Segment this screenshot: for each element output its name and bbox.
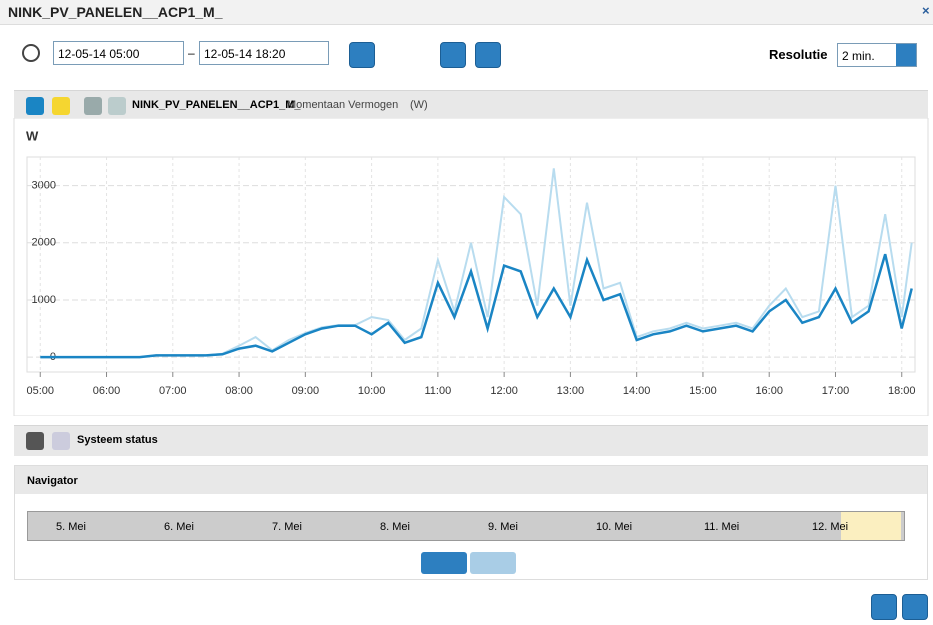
- date-from[interactable]: 12-05-14 05:00: [53, 41, 184, 65]
- navigator-date: 5. Mei: [56, 521, 86, 533]
- comment-button[interactable]: [84, 97, 102, 115]
- navigator-date: 12. Mei: [812, 521, 849, 533]
- y-tick-label: 1000: [32, 294, 56, 306]
- chart-background: [13, 118, 929, 416]
- navigator-date: 9. Mei: [488, 521, 518, 533]
- date-separator: –: [188, 46, 195, 60]
- y-tick-label: 3000: [32, 179, 56, 191]
- status-label: Systeem status: [77, 434, 158, 446]
- color-swatch[interactable]: [26, 97, 44, 115]
- navigator-selection[interactable]: [841, 512, 901, 540]
- status-header: Systeem status: [14, 425, 928, 456]
- series-measure: Momentaan Vermogen: [287, 99, 399, 111]
- series-name: NINK_PV_PANELEN__ACP1_M_: [132, 99, 301, 111]
- expand-button[interactable]: [421, 552, 467, 574]
- title-bar: NINK_PV_PANELEN__ACP1_M_ ×: [0, 0, 933, 25]
- zoom-out-button[interactable]: [475, 42, 501, 68]
- settings-button[interactable]: [108, 97, 126, 115]
- resolution-select[interactable]: 2 min.: [837, 43, 917, 67]
- visibility-toggle[interactable]: [52, 97, 70, 115]
- navigator-header: [15, 466, 927, 494]
- x-tick-label: 14:00: [623, 385, 651, 397]
- navigator-label: Navigator: [27, 475, 78, 487]
- navigator-date: 10. Mei: [596, 521, 633, 533]
- resolution-value: 2 min.: [842, 49, 875, 63]
- x-tick-label: 17:00: [822, 385, 850, 397]
- export-all-button[interactable]: [902, 594, 928, 620]
- x-tick-label: 15:00: [689, 385, 717, 397]
- select-arrow[interactable]: [896, 44, 916, 66]
- time-button[interactable]: [349, 42, 375, 68]
- x-tick-label: 12:00: [490, 385, 518, 397]
- date-to[interactable]: 12-05-14 18:20: [199, 41, 329, 65]
- series-line: [40, 253, 913, 359]
- navigator-date: 6. Mei: [164, 521, 194, 533]
- x-tick-label: 05:00: [26, 385, 54, 397]
- x-tick-label: 18:00: [888, 385, 916, 397]
- x-tick-label: 07:00: [159, 385, 187, 397]
- y-tick-label: 2000: [32, 237, 56, 249]
- resolution-label: Resolutie: [769, 47, 828, 62]
- status-swatch[interactable]: [26, 432, 44, 450]
- export-button[interactable]: [871, 594, 897, 620]
- navigator-panel: Navigator 5. Mei 6. Mei 7. Mei 8. Mei 9. Mei…: [14, 465, 928, 580]
- navigator-date: 7. Mei: [272, 521, 302, 533]
- shrink-button[interactable]: [470, 552, 516, 574]
- x-tick-label: 06:00: [93, 385, 121, 397]
- x-tick-label: 10:00: [358, 385, 386, 397]
- series-header: NINK_PV_PANELEN__ACP1_M_ Momentaan Vermo…: [14, 90, 928, 119]
- navigator-date: 11. Mei: [704, 521, 740, 533]
- close-button[interactable]: ×: [922, 3, 930, 18]
- navigator-date: 8. Mei: [380, 521, 410, 533]
- navigator-bar[interactable]: 5. Mei 6. Mei 7. Mei 8. Mei 9. Mei 10. Mei 11.…: [27, 511, 905, 541]
- status-visibility[interactable]: [52, 432, 70, 450]
- clock-icon: [22, 44, 40, 62]
- zoom-in-button[interactable]: [440, 42, 466, 68]
- x-tick-label: 09:00: [292, 385, 320, 397]
- x-tick-label: 16:00: [755, 385, 783, 397]
- x-tick-label: 11:00: [425, 385, 452, 397]
- plot-frame: [26, 156, 916, 373]
- series-unit: (W): [410, 99, 428, 111]
- window-title: NINK_PV_PANELEN__ACP1_M_: [8, 4, 223, 20]
- x-tick-label: 08:00: [225, 385, 253, 397]
- x-tick-label: 13:00: [557, 385, 585, 397]
- y-axis-label: W: [26, 128, 39, 143]
